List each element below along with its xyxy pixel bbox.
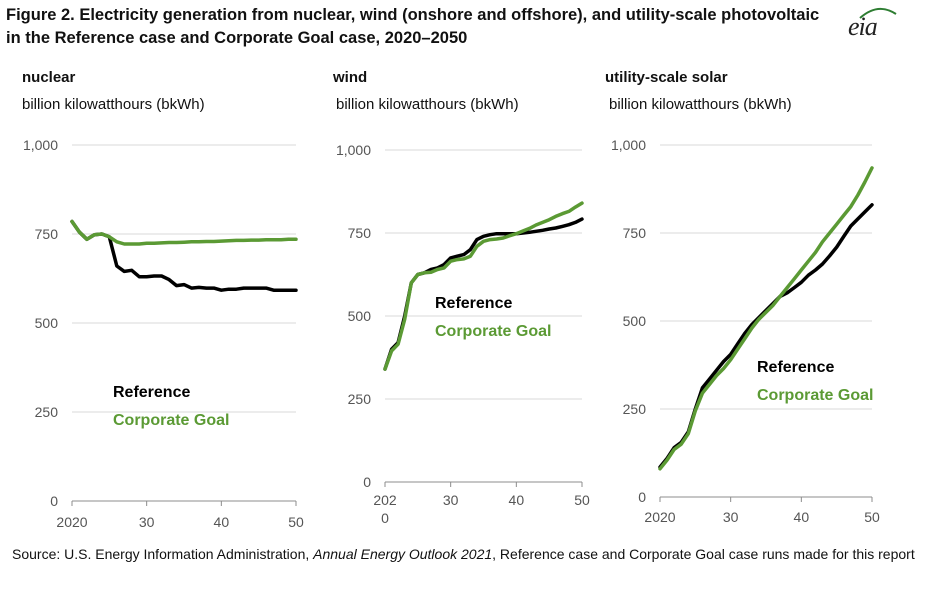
solar-x-tick-label: 40: [794, 509, 810, 525]
wind-panel-title: wind: [332, 69, 367, 86]
source-suffix: , Reference case and Corporate Goal case…: [492, 546, 915, 562]
wind-y-tick-label: 250: [348, 391, 372, 407]
solar-x-tick-label: 50: [864, 509, 880, 525]
logo-text: eia: [848, 12, 878, 41]
logo-arc-icon: [859, 7, 897, 19]
figure-title: Figure 2. Electricity generation from nu…: [6, 6, 820, 47]
wind-y-unit-label: billion kilowatthours (bkWh): [336, 96, 519, 113]
solar-y-tick-label: 250: [623, 401, 647, 417]
nuclear-y-unit-label: billion kilowatthours (bkWh): [22, 96, 205, 113]
solar-y-tick-label: 500: [623, 313, 647, 329]
wind-y-tick-label: 0: [363, 474, 371, 490]
nuclear-y-tick-label: 250: [35, 404, 59, 420]
wind-legend-corporate-goal: Corporate Goal: [435, 323, 551, 340]
nuclear-y-tick-label: 0: [50, 493, 58, 509]
solar-legend-corporate-goal: Corporate Goal: [757, 387, 873, 404]
wind-x-tick-label: 50: [574, 492, 590, 508]
nuclear-y-tick-label: 500: [35, 315, 59, 331]
source-note: Source: U.S. Energy Information Administ…: [12, 544, 927, 565]
nuclear-x-tick-label: 2020: [56, 514, 87, 530]
solar-y-unit-label: billion kilowatthours (bkWh): [609, 96, 792, 113]
wind-x-tick-label: 40: [509, 492, 525, 508]
nuclear-panel-title: nuclear: [22, 69, 76, 86]
wind-corporate-goal-line: [383, 201, 584, 371]
wind-y-tick-label: 1,000: [336, 142, 371, 158]
solar-y-tick-label: 750: [623, 225, 647, 241]
solar-legend-reference: Reference: [757, 359, 834, 376]
nuclear-legend-reference: Reference: [113, 384, 190, 401]
wind-y-tick-label: 750: [348, 225, 372, 241]
wind-legend-reference: Reference: [435, 295, 512, 312]
source-italic: Annual Energy Outlook 2021: [313, 546, 493, 562]
wind-x-tick-label: 30: [443, 492, 459, 508]
nuclear-y-tick-label: 1,000: [23, 137, 58, 153]
wind-y-tick-label: 500: [348, 308, 372, 324]
solar-x-tick-label: 2020: [644, 509, 675, 525]
wind-x-tick-label: 202 0: [373, 492, 397, 526]
nuclear-legend-corporate-goal: Corporate Goal: [113, 412, 229, 429]
solar-x-tick-label: 30: [723, 509, 739, 525]
solar-panel-title: utility-scale solar: [605, 69, 728, 86]
nuclear-reference-line: [70, 219, 298, 292]
solar-y-tick-label: 1,000: [611, 137, 646, 153]
solar-corporate-goal-line: [658, 166, 874, 471]
eia-logo: eia: [842, 7, 902, 41]
charts-canvas: nuclear billion kilowatthours (bkWh) 0 250 5…: [22, 69, 880, 530]
solar-y-tick-label: 0: [638, 489, 646, 505]
source-prefix: Source: U.S. Energy Information Administ…: [12, 546, 314, 562]
nuclear-x-tick-label: 30: [139, 514, 155, 530]
nuclear-x-tick-label: 40: [214, 514, 230, 530]
nuclear-y-tick-label: 750: [35, 226, 59, 242]
nuclear-corporate-goal-line: [70, 219, 298, 246]
nuclear-x-tick-label: 50: [288, 514, 304, 530]
